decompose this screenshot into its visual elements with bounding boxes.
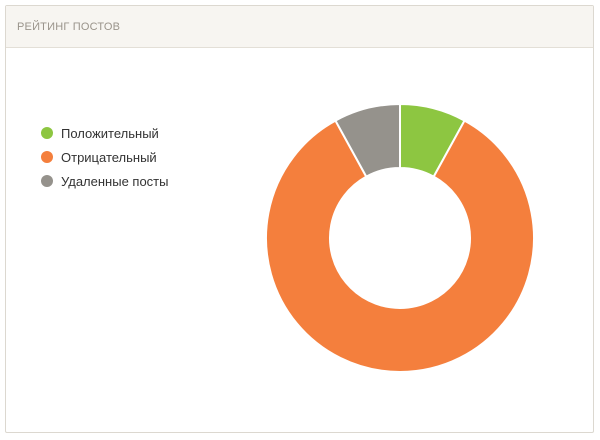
slice-deleted[interactable] — [334, 102, 401, 179]
legend-item-deleted[interactable]: Удаленные посты — [41, 169, 169, 193]
legend-marker-negative — [41, 151, 53, 163]
panel-title: РЕЙТИНГ ПОСТОВ — [17, 20, 121, 33]
legend-label-negative: Отрицательный — [61, 149, 157, 165]
legend-label-positive: Положительный — [61, 125, 159, 141]
legend-marker-positive — [41, 127, 53, 139]
chart-legend: Положительный Отрицательный Удаленные по… — [41, 121, 169, 193]
donut-chart — [265, 102, 535, 373]
slice-negative[interactable] — [265, 119, 535, 373]
legend-item-negative[interactable]: Отрицательный — [41, 145, 169, 169]
panel-header: РЕЙТИНГ ПОСТОВ — [6, 6, 593, 48]
rating-panel: РЕЙТИНГ ПОСТОВ Положительный Отрицательн… — [5, 5, 594, 433]
legend-item-positive[interactable]: Положительный — [41, 121, 169, 145]
legend-label-deleted: Удаленные посты — [61, 173, 169, 189]
legend-marker-deleted — [41, 175, 53, 187]
